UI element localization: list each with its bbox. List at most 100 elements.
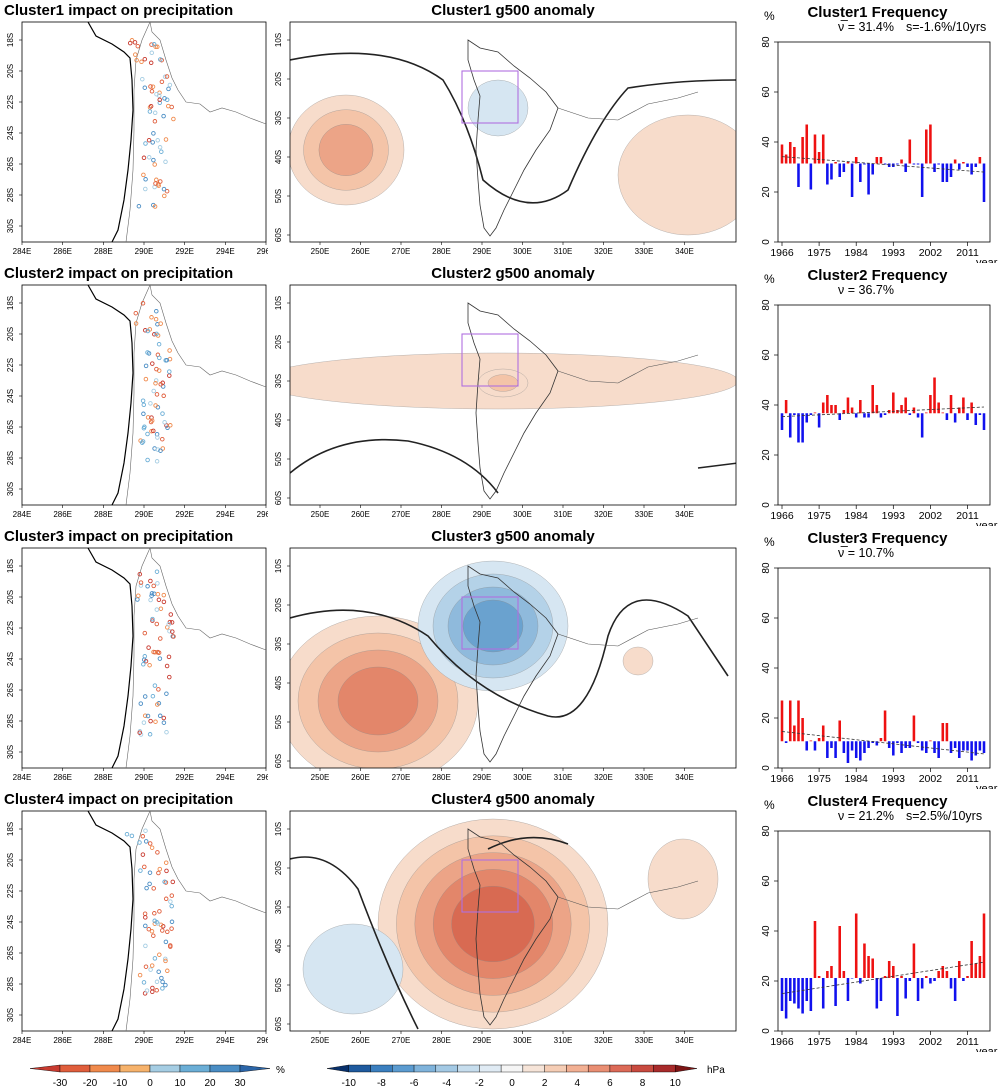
- freq-bar: [883, 710, 887, 742]
- station-marker: [163, 896, 169, 902]
- station-marker: [148, 597, 153, 603]
- colorbar-tick-label: 0: [509, 1078, 515, 1089]
- station-marker: [142, 85, 148, 90]
- precip-xtick-label: 296E: [257, 773, 268, 782]
- station-marker: [141, 155, 147, 161]
- precip-map: 284E 286E 288E 290E 292E 294E 296E 18S 20S 22S 24S…: [6, 810, 268, 1045]
- precip-colorbar: -30 -20 -10 0 10 20 30%: [29, 1064, 285, 1089]
- anomaly-contour-fill: [337, 666, 419, 736]
- station-marker: [154, 91, 159, 97]
- precip-xtick-label: 292E: [175, 1036, 194, 1045]
- freq-bar: [780, 700, 784, 742]
- station-marker: [154, 607, 160, 612]
- freq-bar: [978, 157, 982, 164]
- station-marker: [155, 435, 160, 440]
- continent-outline: [467, 828, 559, 1026]
- station-marker: [152, 956, 158, 961]
- station-marker: [157, 713, 163, 719]
- station-marker: [154, 459, 160, 464]
- station-marker: [150, 693, 156, 699]
- g500-xtick-label: 320E: [594, 1036, 613, 1045]
- g500-xtick-label: 330E: [635, 247, 654, 256]
- freq-title: Cluster2 Frequency: [807, 267, 948, 284]
- g500-xtick-label: 330E: [635, 773, 654, 782]
- station-marker: [160, 986, 165, 991]
- precip-xtick-label: 286E: [53, 1036, 72, 1045]
- freq-title: Cluster4 Frequency: [807, 793, 948, 810]
- precip-ytick-label: 26S: [6, 683, 15, 697]
- station-marker: [152, 649, 158, 655]
- freq-bar: [850, 741, 854, 751]
- precip-xtick-label: 286E: [53, 247, 72, 256]
- freq-bar: [929, 395, 932, 414]
- colorbar-tick-label: -2: [475, 1078, 484, 1089]
- colorbar-swatch: [89, 1064, 121, 1073]
- station-marker: [142, 864, 147, 870]
- precip-ytick-label: 22S: [6, 884, 15, 898]
- freq-bar: [941, 966, 945, 978]
- colorbar-tick-label: 0: [147, 1078, 153, 1089]
- g500-xtick-label: 330E: [635, 510, 654, 519]
- freq-bar: [879, 738, 883, 742]
- border-line: [125, 21, 151, 243]
- station-marker: [133, 321, 139, 326]
- station-marker: [161, 393, 166, 399]
- freq-ytick-label: 80: [761, 562, 772, 574]
- station-marker: [156, 597, 162, 603]
- freq-bar: [793, 725, 796, 742]
- freq-bar: [863, 943, 866, 978]
- g500-ytick-label: 60S: [274, 491, 283, 505]
- station-marker: [164, 357, 170, 363]
- station-marker: [169, 620, 175, 625]
- freq-bar: [904, 741, 907, 748]
- station-marker: [151, 886, 156, 891]
- freq-bar: [854, 913, 858, 978]
- g500-title: Cluster2 g500 anomaly: [431, 265, 595, 282]
- station-marker: [157, 355, 162, 361]
- station-marker: [161, 599, 167, 605]
- freq-xtick-label: 1975: [807, 773, 831, 785]
- freq-bar: [912, 943, 916, 978]
- freq-bar: [929, 978, 932, 984]
- freq-bar: [945, 971, 949, 978]
- freq-bar: [933, 163, 936, 172]
- g500-xtick-label: 270E: [392, 247, 411, 256]
- freq-bar: [850, 978, 854, 979]
- station-marker: [150, 84, 156, 89]
- freq-bar: [908, 978, 912, 981]
- coastline: [557, 354, 699, 384]
- freq-bar: [875, 978, 879, 1009]
- coastline: [87, 810, 134, 1032]
- station-marker: [156, 341, 162, 347]
- station-marker: [155, 702, 160, 707]
- station-marker: [148, 578, 153, 584]
- station-marker: [129, 833, 135, 839]
- freq-ytick-label: 40: [761, 136, 772, 148]
- station-marker: [151, 42, 157, 47]
- freq-bar: [937, 971, 940, 978]
- station-marker: [167, 619, 173, 625]
- precip-xtick-label: 284E: [13, 1036, 32, 1045]
- freq-bar: [859, 163, 862, 182]
- freq-bar: [871, 163, 874, 175]
- station-marker: [145, 584, 150, 589]
- station-marker: [145, 431, 150, 437]
- station-marker: [138, 701, 144, 706]
- colorbar-swatch: [479, 1064, 502, 1073]
- g500-xtick-label: 270E: [392, 773, 411, 782]
- colorbar-tick-label: 10: [670, 1078, 682, 1089]
- freq-xtick-label: 1993: [882, 1036, 906, 1048]
- station-marker: [165, 425, 170, 431]
- freq-xtick-label: 1993: [882, 510, 906, 522]
- station-marker: [161, 113, 166, 119]
- station-marker: [143, 186, 148, 192]
- station-marker: [132, 40, 138, 45]
- station-marker: [158, 382, 163, 387]
- trend-line: [781, 406, 985, 417]
- freq-bar: [908, 413, 912, 415]
- freq-bar: [920, 163, 924, 197]
- freq-xtick-label: 2002: [919, 773, 943, 785]
- freq-bar: [854, 157, 858, 164]
- precip-ytick-label: 28S: [6, 188, 15, 202]
- station-marker: [151, 428, 156, 434]
